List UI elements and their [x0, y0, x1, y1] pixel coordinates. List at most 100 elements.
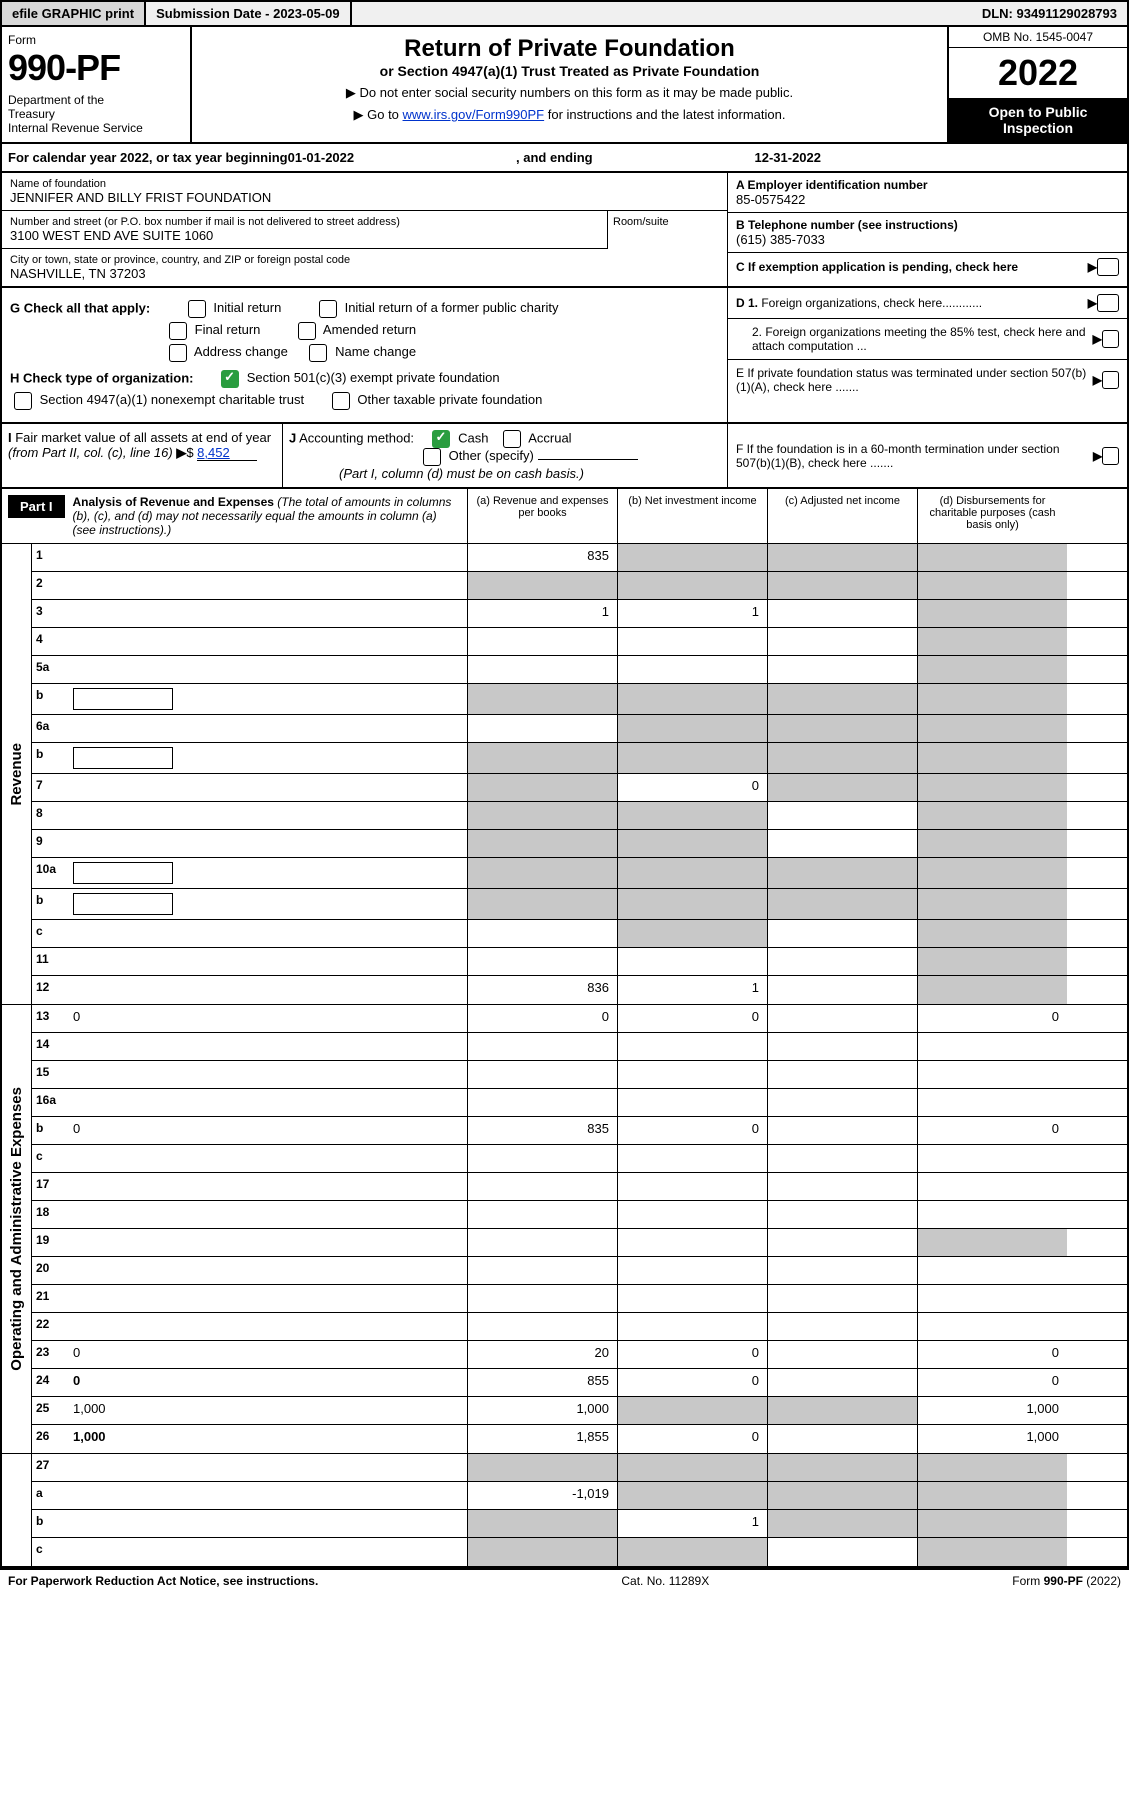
col-c-cell: [767, 948, 917, 975]
table-row: 17: [32, 1173, 1127, 1201]
line-description: [67, 600, 467, 627]
expenses-section: Operating and Administrative Expenses 13…: [2, 1004, 1127, 1453]
col-a-cell: 0: [467, 1005, 617, 1032]
col-d-cell: [917, 1145, 1067, 1172]
line-number: 12: [32, 976, 67, 1004]
cash-checkbox[interactable]: [432, 430, 450, 448]
address-change-checkbox[interactable]: [169, 344, 187, 362]
entity-info: Name of foundation JENNIFER AND BILLY FR…: [0, 173, 1129, 288]
col-d-cell: 0: [917, 1341, 1067, 1368]
dln: DLN: 93491129028793: [972, 2, 1127, 25]
other-taxable-checkbox[interactable]: [332, 392, 350, 410]
table-row: 128361: [32, 976, 1127, 1004]
col-a-cell: 1: [467, 600, 617, 627]
table-row: 27: [32, 1454, 1127, 1482]
line-description: [67, 715, 467, 742]
col-a-cell: 835: [467, 1117, 617, 1144]
page-footer: For Paperwork Reduction Act Notice, see …: [0, 1568, 1129, 1592]
col-b-cell: [617, 1313, 767, 1340]
line-number: 4: [32, 628, 67, 655]
col-b-cell: 0: [617, 1117, 767, 1144]
4947-checkbox[interactable]: [14, 392, 32, 410]
col-c-cell: [767, 889, 917, 919]
expenses-side-label: Operating and Administrative Expenses: [8, 1087, 25, 1371]
col-c-cell: [767, 1061, 917, 1088]
col-b-cell: 0: [617, 774, 767, 801]
table-row: 24085500: [32, 1369, 1127, 1397]
line-description: [67, 920, 467, 947]
col-d-cell: [917, 1538, 1067, 1566]
line-description: [67, 628, 467, 655]
col-d-cell: [917, 889, 1067, 919]
initial-former-checkbox[interactable]: [319, 300, 337, 318]
table-row: 14: [32, 1033, 1127, 1061]
line-number: 6a: [32, 715, 67, 742]
col-c-cell: [767, 572, 917, 599]
pending-checkbox[interactable]: [1097, 258, 1119, 276]
col-a-cell: 835: [467, 544, 617, 571]
line-description: [67, 1089, 467, 1116]
line-description: [67, 1313, 467, 1340]
col-a-cell: [467, 948, 617, 975]
line-number: 25: [32, 1397, 67, 1424]
d1-checkbox[interactable]: [1097, 294, 1119, 312]
col-c-cell: [767, 1369, 917, 1396]
initial-return-checkbox[interactable]: [188, 300, 206, 318]
col-d-cell: [917, 1285, 1067, 1312]
col-d-cell: 1,000: [917, 1425, 1067, 1453]
col-a-cell: [467, 830, 617, 857]
line-description: 0: [67, 1341, 467, 1368]
revenue-side-label: Revenue: [8, 743, 25, 806]
line-description: 1,000: [67, 1425, 467, 1453]
inspection-badge: Open to Public Inspection: [949, 98, 1127, 142]
501c3-checkbox[interactable]: [221, 370, 239, 388]
pending-cell: C If exemption application is pending, c…: [728, 253, 1127, 281]
f-checkbox[interactable]: [1102, 447, 1119, 465]
table-row: 15: [32, 1061, 1127, 1089]
line-description: [67, 1173, 467, 1200]
col-a-cell: 836: [467, 976, 617, 1004]
irs-link[interactable]: www.irs.gov/Form990PF: [403, 107, 545, 122]
line-number: 11: [32, 948, 67, 975]
col-c-cell: [767, 684, 917, 714]
col-d-cell: [917, 830, 1067, 857]
line-number: 26: [32, 1425, 67, 1453]
revenue-section: Revenue 1835231145ab 6ab 708910a b c1112…: [2, 544, 1127, 1004]
d2-checkbox[interactable]: [1102, 330, 1119, 348]
col-b-cell: [617, 920, 767, 947]
col-d-cell: [917, 684, 1067, 714]
col-d-cell: [917, 743, 1067, 773]
accrual-checkbox[interactable]: [503, 430, 521, 448]
col-a-cell: [467, 1173, 617, 1200]
col-a-cell: [467, 715, 617, 742]
table-row: b: [32, 889, 1127, 920]
col-c-cell: [767, 1173, 917, 1200]
col-b-cell: [617, 1257, 767, 1284]
other-method-checkbox[interactable]: [423, 448, 441, 466]
col-b-cell: [617, 544, 767, 571]
col-d-cell: [917, 1257, 1067, 1284]
efile-print-button[interactable]: efile GRAPHIC print: [2, 2, 146, 25]
fmv-accounting-row: I Fair market value of all assets at end…: [0, 424, 1129, 489]
line-number: c: [32, 920, 67, 947]
name-change-checkbox[interactable]: [309, 344, 327, 362]
line-description: [67, 1538, 467, 1566]
col-c-cell: [767, 1089, 917, 1116]
line-number: 16a: [32, 1089, 67, 1116]
amended-return-checkbox[interactable]: [298, 322, 316, 340]
fmv-value-link[interactable]: 8,452: [197, 445, 257, 461]
table-row: c: [32, 1145, 1127, 1173]
col-b-cell: [617, 1033, 767, 1060]
col-b-cell: 0: [617, 1005, 767, 1032]
col-d-cell: [917, 1229, 1067, 1256]
col-c-cell: [767, 1257, 917, 1284]
e-checkbox[interactable]: [1102, 371, 1119, 389]
final-return-checkbox[interactable]: [169, 322, 187, 340]
line-description: [67, 802, 467, 829]
col-a-cell: -1,019: [467, 1482, 617, 1509]
col-c-cell: [767, 600, 917, 627]
col-c-cell: [767, 1454, 917, 1481]
line-number: 8: [32, 802, 67, 829]
table-row: 251,0001,0001,000: [32, 1397, 1127, 1425]
line-number: a: [32, 1482, 67, 1509]
